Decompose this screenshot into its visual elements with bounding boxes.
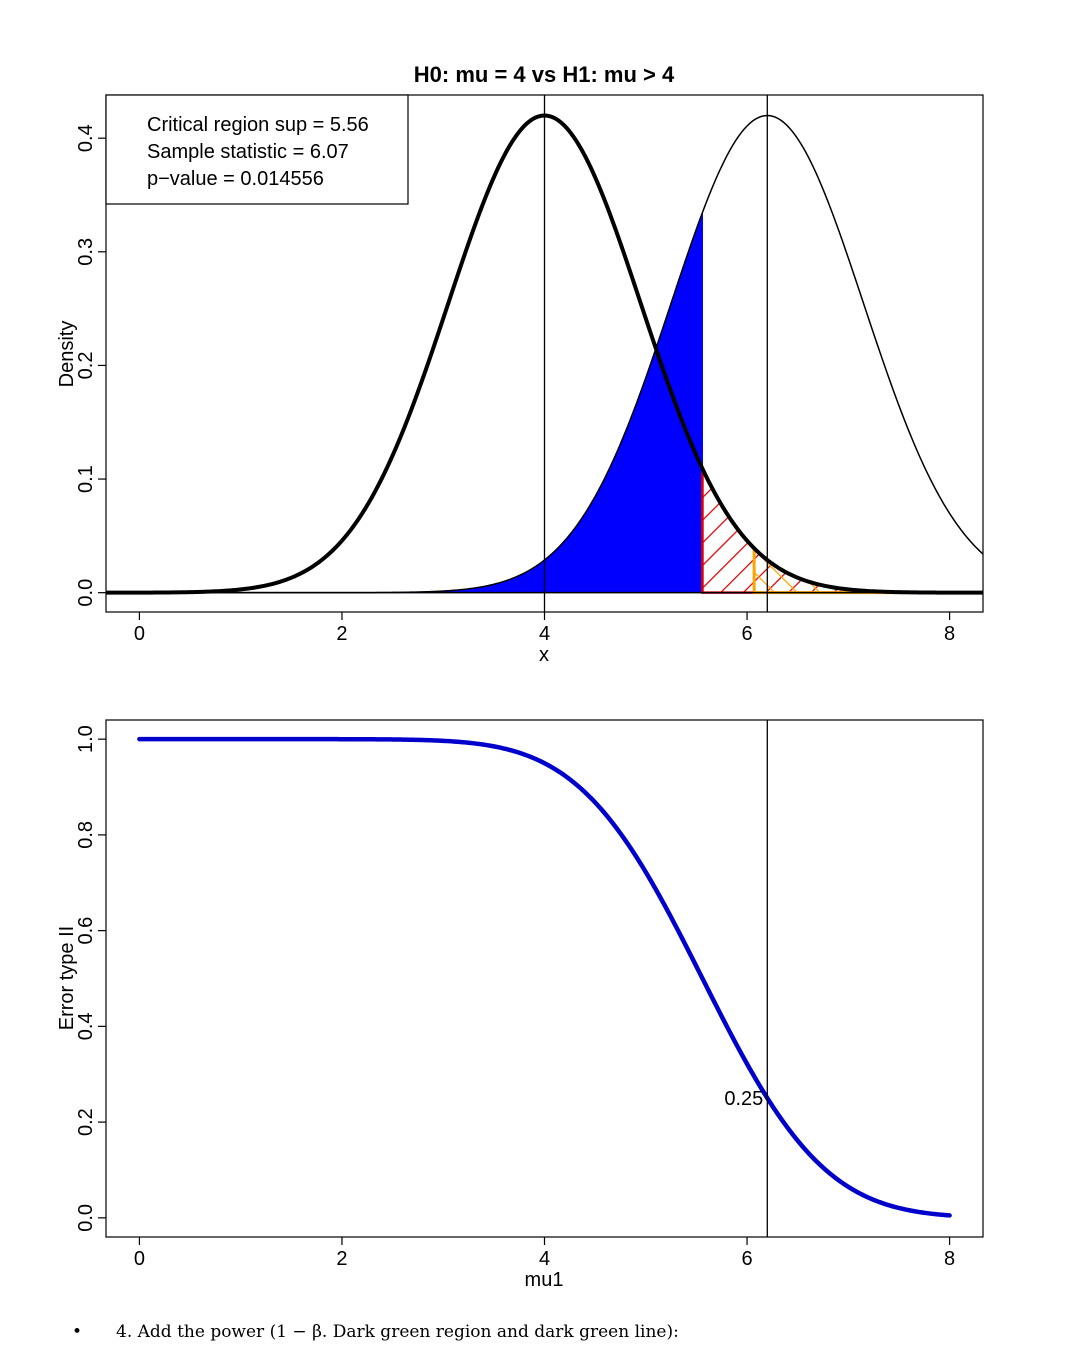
y-tick-label: 0.8 xyxy=(75,821,97,849)
y-tick-label: 0.4 xyxy=(75,124,97,152)
plot-frame xyxy=(105,719,984,1238)
y-tick-label: 0.2 xyxy=(75,1108,97,1136)
y-tick-label: 0.6 xyxy=(75,917,97,945)
x-tick-label: 0 xyxy=(134,623,145,645)
x-axis-label: x xyxy=(539,644,549,666)
density-plot-data xyxy=(106,95,983,612)
y-tick-label: 1.0 xyxy=(75,725,97,753)
x-tick-label: 6 xyxy=(741,623,752,645)
density-layer xyxy=(106,95,983,612)
legend-p-value: p−value = 0.014556 xyxy=(147,168,324,190)
y-tick-label: 0.3 xyxy=(75,238,97,266)
y-axis-label: Density xyxy=(56,321,78,388)
x-tick-label: 2 xyxy=(336,1248,347,1270)
beta-curve xyxy=(137,736,952,1218)
error-plot-data xyxy=(137,720,952,1237)
p-value-region xyxy=(752,544,983,595)
beta-value-annotation: 0.25 xyxy=(724,1088,763,1110)
error-axes: 0 2 4 6 8 0.0 0.2 0.4 0.6 0.8 1.0 xyxy=(75,725,955,1270)
bullet-icon: • xyxy=(72,1322,83,1342)
x-tick-label: 2 xyxy=(336,623,347,645)
error-type-ii-plot: 0 2 4 6 8 0.0 0.2 0.4 0.6 0.8 1.0 mu1 Error type I… xyxy=(56,719,984,1291)
legend-box xyxy=(105,94,409,205)
alpha-region xyxy=(701,468,983,594)
x-axis-label: mu1 xyxy=(525,1269,564,1291)
caption-text: 4. Add the power (1 − β. Dark green regi… xyxy=(116,1322,679,1342)
density-plot: H0: mu = 4 vs H1: mu > 4 0 2 4 6 80.00.10.20… xyxy=(56,62,984,666)
x-tick-label: 8 xyxy=(944,1248,955,1270)
y-tick-label: 0.0 xyxy=(75,1204,97,1232)
x-tick-label: 6 xyxy=(741,1248,752,1270)
y-tick-label: 0.0 xyxy=(75,579,97,607)
y-tick-label: 0.2 xyxy=(75,352,97,380)
density-axes: 0 2 4 6 8 0.0 0.1 0.2 0.3 0.4 xyxy=(75,124,955,645)
y-axis-label: Error type II xyxy=(56,926,78,1030)
legend-sample-statistic: Sample statistic = 6.07 xyxy=(147,141,349,163)
y-tick-label: 0.1 xyxy=(75,465,97,493)
legend-critical-region: Critical region sup = 5.56 xyxy=(147,114,369,136)
x-tick-label: 4 xyxy=(539,1248,550,1270)
x-tick-label: 4 xyxy=(539,623,550,645)
x-tick-label: 8 xyxy=(944,623,955,645)
plot-title: H0: mu = 4 vs H1: mu > 4 xyxy=(414,62,675,87)
beta-region xyxy=(392,212,703,594)
legend: Critical region sup = 5.56 Sample statis… xyxy=(105,94,409,205)
y-tick-label: 0.4 xyxy=(75,1012,97,1040)
x-tick-label: 0 xyxy=(134,1248,145,1270)
